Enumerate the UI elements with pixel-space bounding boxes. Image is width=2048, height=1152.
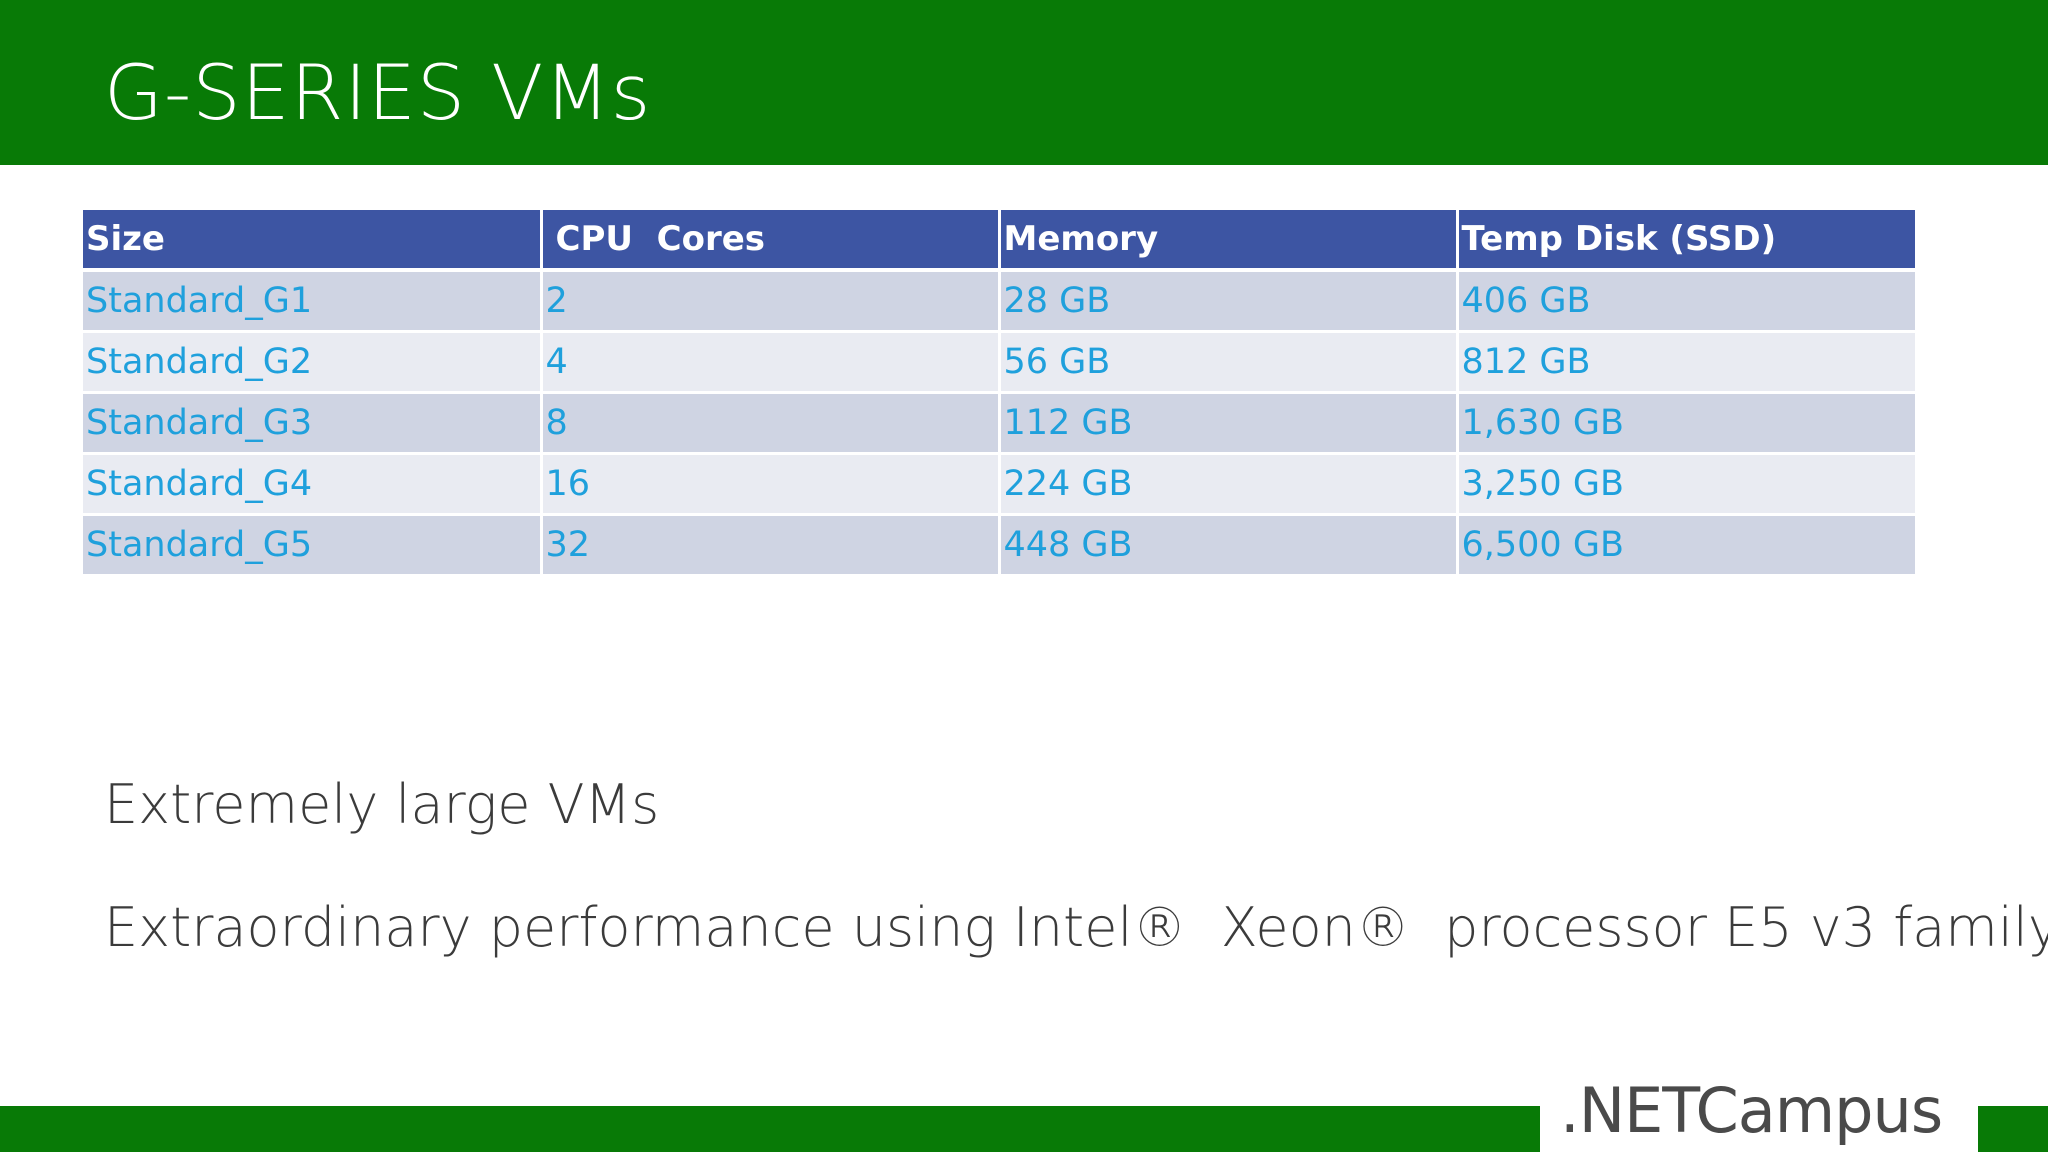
cell-size: Standard_G1 — [83, 270, 543, 333]
table-row: Standard_G3 8 112 GB 1,630 GB — [83, 392, 1915, 455]
cell-size: Standard_G3 — [83, 392, 543, 455]
footer-bar — [0, 1106, 1540, 1152]
table-row: Standard_G4 16 224 GB 3,250 GB — [83, 453, 1915, 516]
cell-temp-disk: 6,500 GB — [1457, 514, 1915, 577]
bullet-text: Extremely large VMs — [104, 773, 660, 836]
cell-size: Standard_G5 — [83, 514, 543, 577]
column-header-size: Size — [83, 210, 543, 272]
table-header-row: Size CPU Cores Memory Temp Disk (SSD) — [83, 210, 1915, 272]
slide-title: G-SERIES VMs — [104, 48, 652, 137]
cell-temp-disk: 1,630 GB — [1457, 392, 1915, 455]
cell-memory: 448 GB — [999, 514, 1459, 577]
bullet-text: Extraordinary performance using Intel® X… — [104, 896, 2048, 959]
cell-cpu-cores: 16 — [541, 453, 1001, 516]
footer-bar-right — [1978, 1106, 2048, 1152]
vm-size-table: Size CPU Cores Memory Temp Disk (SSD) St… — [83, 210, 1915, 577]
cell-memory: 224 GB — [999, 453, 1459, 516]
table-row: Standard_G2 4 56 GB 812 GB — [83, 331, 1915, 394]
title-bar: G-SERIES VMs — [0, 0, 2048, 165]
cell-cpu-cores: 4 — [541, 331, 1001, 394]
cell-cpu-cores: 8 — [541, 392, 1001, 455]
cell-memory: 112 GB — [999, 392, 1459, 455]
table-row: Standard_G5 32 448 GB 6,500 GB — [83, 514, 1915, 577]
cell-memory: 56 GB — [999, 331, 1459, 394]
cell-size: Standard_G2 — [83, 331, 543, 394]
cell-cpu-cores: 2 — [541, 270, 1001, 333]
column-header-cpu-cores: CPU Cores — [541, 210, 1001, 272]
netcampus-logo: .NETCampus — [1560, 1074, 1943, 1147]
cell-temp-disk: 406 GB — [1457, 270, 1915, 333]
cell-temp-disk: 812 GB — [1457, 331, 1915, 394]
column-header-temp-disk: Temp Disk (SSD) — [1457, 210, 1915, 272]
table-row: Standard_G1 2 28 GB 406 GB — [83, 270, 1915, 333]
column-header-memory: Memory — [999, 210, 1459, 272]
cell-cpu-cores: 32 — [541, 514, 1001, 577]
cell-size: Standard_G4 — [83, 453, 543, 516]
cell-temp-disk: 3,250 GB — [1457, 453, 1915, 516]
cell-memory: 28 GB — [999, 270, 1459, 333]
